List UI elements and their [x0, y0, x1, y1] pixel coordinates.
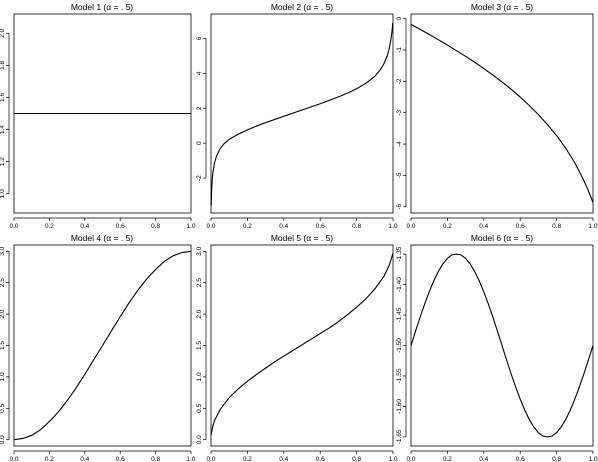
- series-line: [210, 253, 394, 436]
- y-tick-label: 0: [396, 17, 403, 21]
- x-tick-label: 0.4: [279, 456, 288, 462]
- x-tick-label: 0.8: [352, 223, 361, 230]
- panel-title: Model 6 (α = . 5): [471, 233, 533, 243]
- x-tick-label: 0.4: [80, 223, 89, 230]
- x-tick-label: 0.0: [206, 223, 215, 230]
- x-tick-label: 0.0: [406, 456, 415, 462]
- plot-frame: [13, 244, 192, 447]
- y-tick-label: 1.8: [0, 60, 6, 69]
- y-tick-label: 2.0: [0, 28, 6, 37]
- y-tick-label: 1.0: [0, 372, 6, 381]
- x-tick-label: 0.0: [9, 456, 18, 462]
- plot-frame: [210, 13, 394, 214]
- y-tick-label: 1.2: [0, 157, 6, 166]
- chart-panel-model-5: Model 5 (α = . 5) 0.0 0.2 0.4 0.6 0.8 1.0 0.0 0…: [196, 233, 398, 462]
- panel-title: Model 1 (α = . 5): [71, 2, 133, 12]
- x-tick-label: 0.8: [552, 223, 561, 230]
- y-tick-label: 2.0: [0, 309, 6, 318]
- y-tick-label: 3.0: [196, 246, 203, 255]
- x-tick-label: 0.6: [516, 223, 525, 230]
- x-tick-label: 1.0: [186, 223, 195, 230]
- chart-panel-model-3: Model 3 (α = . 5) 0.0 0.2 0.4 0.6 0.8 1.0 -6 -5…: [396, 2, 598, 230]
- x-tick-label: 0.4: [80, 456, 89, 462]
- x-tick-label: 0.6: [116, 223, 125, 230]
- y-tick-label: -1.55: [396, 368, 403, 383]
- x-tick-label: 1.0: [588, 456, 597, 462]
- chart-panel-model-4: Model 4 (α = . 5) 0.0 0.2 0.4 0.6 0.8 1.0 0.0 0…: [0, 233, 196, 462]
- y-tick-label: -1.35: [396, 246, 403, 261]
- y-tick-label: 1.0: [196, 372, 203, 381]
- x-tick-label: 0.0: [406, 223, 415, 230]
- y-tick-label: -4: [396, 141, 403, 147]
- plot-frame: [410, 13, 594, 214]
- y-tick-label: -1.50: [396, 338, 403, 353]
- y-tick-label: 0.5: [196, 403, 203, 412]
- panel-title: Model 2 (α = . 5): [271, 2, 333, 12]
- y-tick-label: -1.65: [396, 429, 403, 444]
- y-tick-label: -1.40: [396, 277, 403, 292]
- x-tick-label: 0.6: [316, 456, 325, 462]
- plot-frame: [210, 244, 394, 447]
- x-tick-label: 0.2: [243, 456, 252, 462]
- y-tick-label: 6: [196, 36, 203, 40]
- x-tick-label: 0.6: [316, 223, 325, 230]
- x-tick-label: 0.4: [479, 223, 488, 230]
- y-tick-label: 2: [196, 106, 203, 110]
- y-tick-label: -2: [396, 78, 403, 84]
- x-tick-label: 0.2: [45, 223, 54, 230]
- x-tick-label: 0.4: [279, 223, 288, 230]
- series-line: [13, 250, 192, 441]
- x-tick-label: 1.0: [388, 456, 397, 462]
- y-tick-label: -6: [396, 203, 403, 209]
- chart-panel-model-6: Model 6 (α = . 5) 0.0 0.2 0.4 0.6 0.8 1.0 -1.6…: [396, 233, 598, 462]
- y-tick-label: 0.0: [196, 435, 203, 444]
- series-line: [410, 253, 594, 438]
- x-tick-label: 0.8: [352, 456, 361, 462]
- x-tick-label: 0.8: [151, 223, 160, 230]
- y-tick-label: 1.5: [196, 341, 203, 350]
- x-tick-label: 0.2: [243, 223, 252, 230]
- series-line: [210, 22, 394, 207]
- y-tick-label: 1.6: [0, 93, 6, 102]
- panel-title: Model 3 (α = . 5): [471, 2, 533, 12]
- x-tick-label: 0.6: [516, 456, 525, 462]
- y-tick-label: 0.5: [0, 403, 6, 412]
- y-tick-label: -3: [396, 109, 403, 115]
- y-tick-label: -2: [196, 175, 203, 181]
- x-tick-label: 0.6: [116, 456, 125, 462]
- series-line: [410, 23, 594, 203]
- x-tick-label: 0.0: [9, 223, 18, 230]
- y-tick-label: 1.4: [0, 125, 6, 134]
- x-tick-label: 0.2: [45, 456, 54, 462]
- x-tick-label: 1.0: [186, 456, 195, 462]
- chart-panel-model-2: Model 2 (α = . 5) 0.0 0.2 0.4 0.6 0.8 1.0 -2 0 2…: [196, 2, 398, 230]
- y-tick-label: -1.60: [396, 399, 403, 414]
- x-tick-label: 0.0: [206, 456, 215, 462]
- y-tick-label: -1.45: [396, 307, 403, 322]
- x-tick-label: 0.8: [151, 456, 160, 462]
- x-tick-label: 1.0: [388, 223, 397, 230]
- x-tick-label: 0.4: [479, 456, 488, 462]
- y-tick-label: 2.5: [0, 278, 6, 287]
- y-tick-label: -5: [396, 172, 403, 178]
- panel-title: Model 5 (α = . 5): [271, 233, 333, 243]
- y-tick-label: -1: [396, 47, 403, 53]
- x-tick-label: 0.2: [443, 456, 452, 462]
- y-tick-label: 3.0: [0, 246, 6, 255]
- panel-title: Model 4 (α = . 5): [71, 233, 133, 243]
- y-tick-label: 4: [196, 71, 203, 75]
- y-tick-label: 1.5: [0, 341, 6, 350]
- x-tick-label: 1.0: [588, 223, 597, 230]
- y-tick-label: 2.0: [196, 309, 203, 318]
- x-tick-label: 0.2: [443, 223, 452, 230]
- y-tick-label: 0: [196, 141, 203, 145]
- y-tick-label: 1.0: [0, 189, 6, 198]
- y-tick-label: 0.0: [0, 435, 6, 444]
- chart-panel-model-1: Model 1 (α = . 5) 0.0 0.2 0.4 0.6 0.8 1.0 1.0 1…: [0, 2, 196, 230]
- y-tick-label: 2.5: [196, 278, 203, 287]
- x-tick-label: 0.8: [552, 456, 561, 462]
